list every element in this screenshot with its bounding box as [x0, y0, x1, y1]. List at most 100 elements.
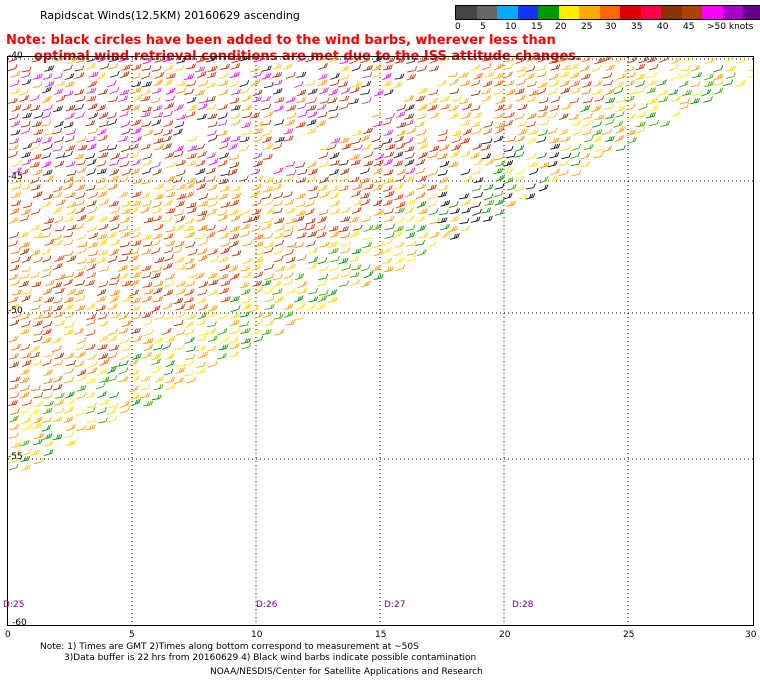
- wind-barb: [470, 79, 481, 87]
- wind-barb: [107, 303, 118, 311]
- wind-barb: [394, 135, 404, 143]
- wind-barb: [241, 303, 252, 311]
- wind-barb: [32, 81, 43, 89]
- wind-barb: [635, 73, 646, 80]
- wind-barb: [63, 278, 73, 287]
- wind-barb: [339, 280, 349, 287]
- wind-barb: [471, 201, 482, 209]
- wind-barb: [140, 392, 151, 399]
- wind-barb: [318, 265, 329, 272]
- wind-barb: [713, 65, 724, 73]
- wind-barb: [142, 200, 152, 208]
- wind-barb: [340, 87, 351, 95]
- wind-barb: [283, 135, 294, 142]
- wind-barb: [118, 176, 129, 183]
- wind-barb: [594, 95, 605, 102]
- wind-barb: [75, 279, 86, 286]
- wind-barb: [295, 210, 306, 217]
- wind-barb: [261, 329, 272, 336]
- wind-barb: [110, 289, 120, 297]
- wind-barb: [561, 103, 572, 110]
- wind-barb: [129, 151, 140, 159]
- wind-barb: [261, 65, 272, 72]
- wind-barb: [374, 153, 385, 161]
- wind-barb: [404, 145, 415, 153]
- wind-barb: [186, 207, 197, 214]
- wind-barb: [131, 63, 142, 71]
- wind-barb: [42, 73, 53, 80]
- wind-barb: [87, 158, 97, 167]
- lat-label-45: -45: [8, 172, 23, 182]
- wind-barb: [363, 127, 374, 135]
- wind-barb: [8, 457, 18, 464]
- wind-barb: [87, 206, 98, 214]
- wind-barb: [41, 337, 52, 344]
- wind-barb: [362, 233, 373, 240]
- wind-barb: [208, 279, 219, 286]
- wind-barb: [261, 103, 272, 111]
- wind-barb: [231, 185, 242, 192]
- wind-barb: [152, 232, 163, 240]
- wind-barb: [96, 168, 107, 175]
- wind-barb: [143, 400, 154, 407]
- wind-barb: [75, 95, 86, 102]
- wind-barb: [207, 208, 217, 216]
- wind-barb: [99, 358, 110, 366]
- wind-barb: [65, 104, 76, 112]
- wind-barb: [86, 57, 97, 63]
- wind-barb: [429, 145, 440, 153]
- wind-barb: [329, 273, 340, 280]
- wind-barb: [229, 80, 239, 88]
- wind-barb: [571, 87, 581, 94]
- wind-barb: [318, 152, 329, 160]
- wind-barb: [118, 367, 129, 375]
- wind-barb: [372, 199, 383, 207]
- wind-barb: [416, 183, 427, 190]
- wind-barb: [30, 161, 40, 168]
- wind-barb: [140, 206, 151, 214]
- wind-barb: [440, 103, 451, 110]
- wind-barb: [383, 88, 394, 96]
- wind-barb: [680, 65, 691, 72]
- wind-barb: [284, 174, 295, 182]
- wind-barb: [382, 199, 393, 206]
- wind-barb: [250, 79, 261, 87]
- wind-barb: [725, 72, 736, 79]
- wind-barb: [656, 79, 667, 86]
- wind-barb: [241, 104, 252, 112]
- wind-barb: [308, 247, 319, 254]
- wind-barb: [19, 391, 30, 399]
- wind-barb: [220, 240, 231, 247]
- wind-barb: [130, 327, 141, 334]
- wind-barb: [21, 294, 31, 303]
- wind-barb: [239, 282, 250, 289]
- wind-barb: [318, 273, 329, 281]
- wind-barb: [283, 311, 294, 318]
- wind-barb: [86, 313, 97, 320]
- wind-barb: [21, 71, 31, 79]
- wind-barb: [317, 216, 327, 224]
- wind-barb: [274, 136, 285, 143]
- wind-barb: [393, 193, 404, 201]
- wind-barb: [196, 70, 207, 79]
- wind-barb: [109, 175, 119, 182]
- wind-barb: [176, 114, 187, 121]
- wind-barb: [294, 241, 305, 249]
- wind-barb: [74, 270, 84, 278]
- wind-barb: [87, 103, 98, 111]
- wind-barb: [427, 152, 438, 159]
- wind-barb: [65, 144, 76, 152]
- wind-barb: [252, 96, 262, 103]
- wind-barb: [165, 383, 176, 390]
- wind-barb: [176, 361, 187, 368]
- wind-barb: [439, 57, 450, 62]
- wind-barb: [363, 160, 374, 167]
- x-tick-15: 15: [375, 630, 387, 640]
- wind-barb: [250, 168, 261, 175]
- wind-barb: [218, 142, 229, 150]
- legend-swatch: [599, 6, 620, 19]
- wind-barb: [349, 230, 360, 239]
- wind-barb: [52, 384, 63, 391]
- wind-barb: [504, 111, 515, 119]
- legend-swatch: [476, 6, 497, 19]
